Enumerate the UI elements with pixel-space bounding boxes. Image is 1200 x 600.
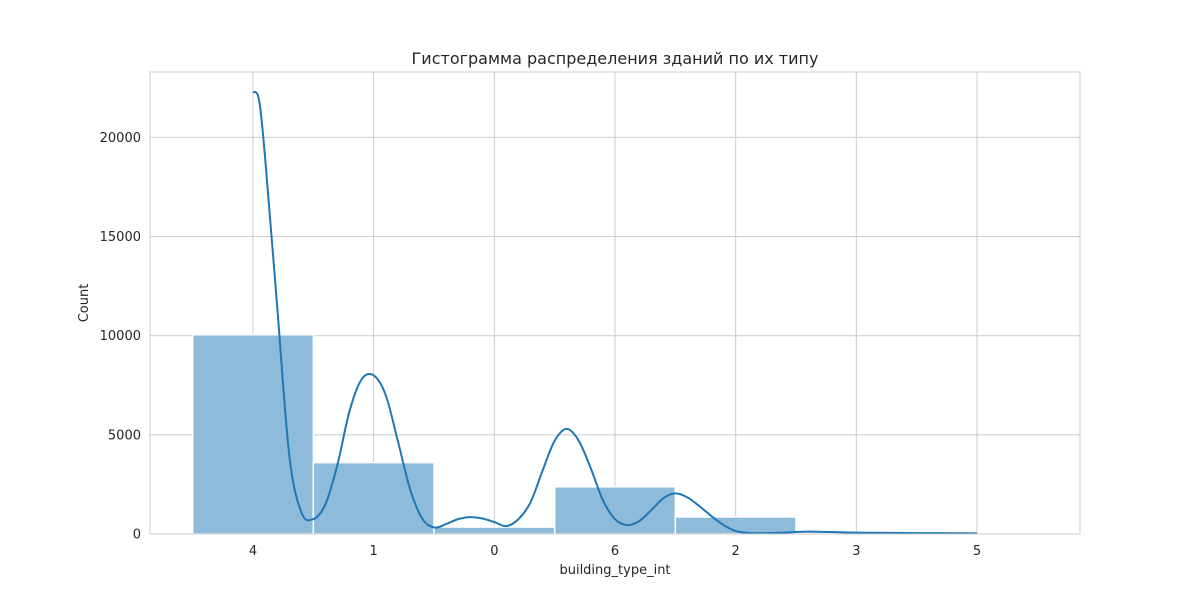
- y-tick-labels: 0 5000 10000 15000 20000: [100, 131, 141, 543]
- x-tick-label: 0: [490, 544, 498, 559]
- y-axis-label: Count: [77, 284, 92, 323]
- kde-curve-group: [252, 90, 978, 535]
- x-tick-label: 3: [852, 544, 860, 559]
- x-axis-label: building_type_int: [559, 563, 670, 578]
- x-tick-label: 2: [732, 544, 740, 559]
- y-tick-label: 10000: [100, 329, 141, 344]
- histogram-bar: [191, 333, 315, 535]
- y-tick-label: 20000: [100, 131, 141, 146]
- y-tick-label: 15000: [100, 230, 141, 245]
- x-tick-label: 6: [611, 544, 619, 559]
- x-tick-label: 5: [973, 544, 981, 559]
- y-tick-label: 5000: [108, 428, 141, 443]
- histogram-bar: [553, 486, 677, 535]
- plot-frame: [149, 71, 1081, 535]
- kde-curve: [252, 90, 978, 535]
- histogram-bar: [433, 526, 556, 535]
- chart-title: Гистограмма распределения зданий по их т…: [412, 49, 819, 68]
- y-tick-label: 0: [133, 528, 141, 543]
- x-tick-label: 1: [370, 544, 378, 559]
- x-tick-label: 4: [249, 544, 257, 559]
- histogram-bar: [312, 461, 435, 535]
